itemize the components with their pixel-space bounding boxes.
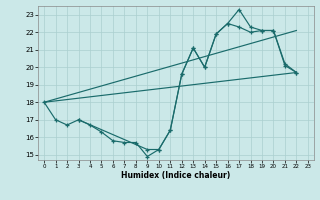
X-axis label: Humidex (Indice chaleur): Humidex (Indice chaleur): [121, 171, 231, 180]
